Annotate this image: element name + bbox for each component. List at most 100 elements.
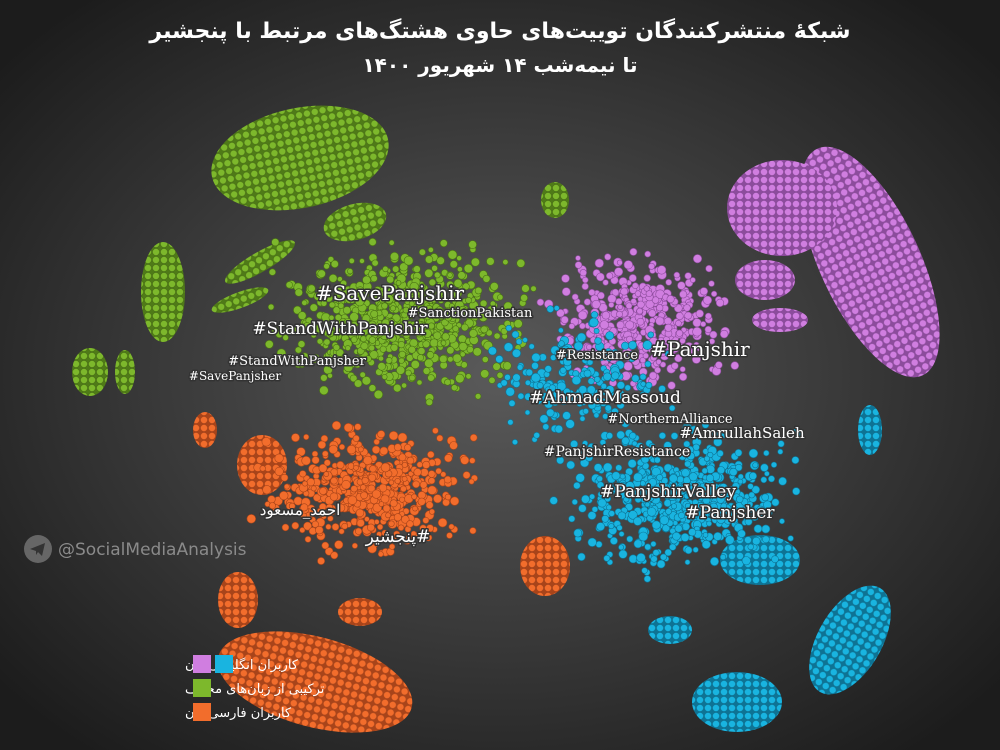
node [658, 385, 666, 393]
node [302, 322, 312, 331]
node [748, 471, 757, 480]
node [672, 531, 681, 541]
node [525, 368, 533, 377]
node [368, 238, 377, 247]
node [364, 355, 372, 363]
node [562, 411, 571, 420]
node [597, 291, 605, 300]
node [378, 355, 384, 362]
node [460, 455, 470, 465]
node [571, 375, 582, 385]
node [377, 362, 386, 371]
node [298, 359, 307, 368]
node [708, 507, 717, 516]
node [311, 456, 320, 465]
node [609, 536, 618, 545]
hashtag-label: #Panjshir [650, 337, 750, 361]
hashtag-label: #SavePanjshir [316, 281, 465, 305]
node [328, 444, 338, 455]
node [414, 320, 424, 330]
node [708, 338, 716, 345]
node [710, 290, 718, 298]
node [629, 247, 638, 256]
node [591, 506, 599, 513]
node [313, 292, 322, 301]
hashtag-label: #PanjshirResistance [544, 444, 690, 460]
node [371, 489, 382, 499]
node [561, 287, 571, 297]
node [719, 553, 727, 561]
node [441, 318, 449, 327]
node [378, 483, 388, 493]
node [378, 290, 385, 297]
node [621, 436, 630, 446]
node [435, 306, 444, 314]
node [427, 470, 436, 478]
node [468, 329, 478, 338]
node [716, 449, 724, 457]
node [341, 522, 349, 530]
node [576, 332, 587, 343]
node [343, 318, 353, 327]
node [642, 340, 653, 350]
node [401, 515, 410, 524]
node [480, 369, 490, 379]
node [395, 280, 402, 286]
node [720, 430, 728, 439]
node [563, 387, 571, 396]
node [334, 540, 344, 550]
node [604, 253, 612, 261]
node [403, 255, 414, 266]
node [352, 358, 363, 369]
node [720, 502, 728, 510]
node [554, 424, 563, 434]
node [418, 248, 426, 256]
node [594, 258, 604, 268]
node [594, 337, 602, 345]
node [486, 257, 495, 266]
node [448, 303, 455, 310]
node [343, 362, 354, 373]
node [566, 460, 576, 470]
node [315, 525, 324, 535]
node [700, 321, 707, 328]
node [303, 521, 312, 531]
node [688, 472, 698, 482]
node [616, 320, 625, 330]
node [443, 475, 452, 484]
hashtag-label: #Resistance [556, 348, 639, 363]
node [381, 529, 389, 537]
node [587, 377, 595, 385]
node [748, 491, 756, 499]
node [593, 463, 603, 472]
node [605, 385, 615, 394]
node [381, 302, 388, 310]
node [615, 389, 625, 400]
node [431, 264, 438, 272]
node [725, 535, 735, 545]
node [368, 384, 377, 392]
node [416, 461, 423, 468]
node [357, 446, 364, 453]
node [301, 480, 308, 487]
node [600, 383, 607, 390]
node [426, 351, 435, 359]
node [379, 446, 389, 456]
node [762, 535, 770, 544]
legend: کاربران انگلیسی‌زبان ترکیبی از زبان‌های م… [185, 655, 325, 721]
subtitle: تا نیمه‌شب ۱۴ شهریور ۱۴۰۰ [362, 53, 637, 77]
node [429, 338, 439, 348]
node [347, 268, 354, 275]
node [686, 489, 695, 498]
node [664, 323, 673, 332]
node [474, 393, 482, 400]
node [681, 522, 691, 531]
node [579, 450, 585, 457]
node [453, 278, 463, 288]
node [455, 373, 465, 384]
node [659, 553, 667, 561]
node [791, 428, 801, 438]
node [468, 478, 475, 485]
node [575, 255, 581, 261]
node [734, 463, 743, 472]
